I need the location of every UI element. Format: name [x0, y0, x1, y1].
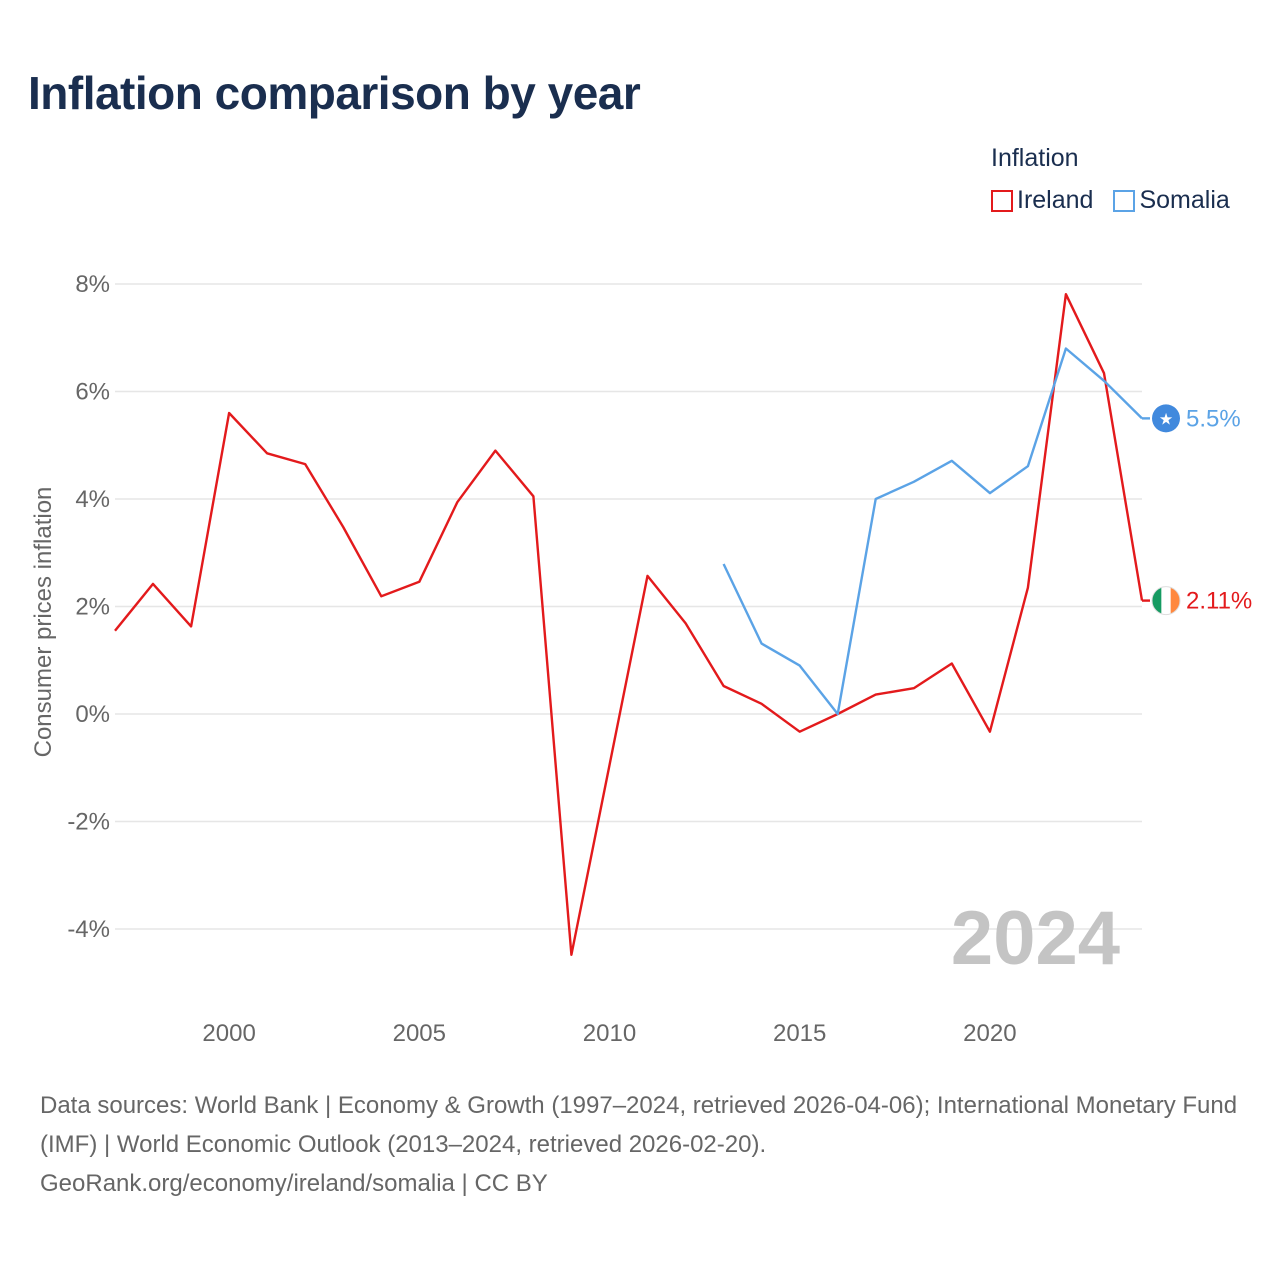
y-tick-label: 4%: [75, 486, 110, 513]
somalia-flag-icon: ★: [1152, 404, 1180, 433]
year-watermark: 2024: [951, 896, 1120, 981]
end-value-label-somalia: 5.5%: [1186, 405, 1241, 432]
end-value-label-ireland: 2.11%: [1186, 588, 1252, 615]
legend-item-ireland[interactable]: Ireland: [991, 186, 1093, 215]
chart-title: Inflation comparison by year: [28, 67, 641, 119]
attribution: GeoRank.org/economy/ireland/somalia | CC…: [40, 1170, 548, 1197]
y-tick-label: -4%: [67, 916, 110, 943]
legend-swatch-somalia: [1113, 189, 1136, 212]
legend-title: Inflation: [991, 144, 1079, 172]
series-line-somalia[interactable]: [722, 347, 1143, 716]
x-tick-label: 2015: [773, 1020, 826, 1047]
y-tick-label: 2%: [75, 594, 110, 621]
series-line-ireland[interactable]: [114, 293, 1144, 956]
x-tick-label: 2010: [583, 1020, 636, 1047]
legend: Ireland Somalia: [991, 186, 1230, 215]
legend-swatch-ireland: [991, 189, 1013, 212]
x-tick-label: 2005: [393, 1020, 446, 1047]
legend-label-somalia: Somalia: [1139, 186, 1230, 214]
legend-label-ireland: Ireland: [1017, 186, 1094, 214]
y-tick-label: -2%: [67, 809, 110, 836]
ireland-flag-icon: [1151, 586, 1181, 616]
data-sources: Data sources: World Bank | Economy & Gro…: [40, 1092, 1238, 1158]
x-tick-label: 2020: [963, 1020, 1016, 1047]
svg-text:★: ★: [1159, 409, 1173, 428]
legend-item-somalia[interactable]: Somalia: [1113, 186, 1230, 215]
line-chart: 8% 6% 4% 2% 0% -2% -4% 2000 2005 2010 2015 2020 20…: [30, 271, 1252, 1047]
y-tick-label: 6%: [75, 379, 110, 406]
y-tick-label: 8%: [75, 271, 110, 298]
footer: Data sources: World Bank | Economy & Gro…: [40, 1086, 1240, 1203]
y-axis-label: Consumer prices inflation: [30, 487, 57, 758]
y-tick-label: 0%: [75, 701, 110, 728]
x-tick-label: 2000: [202, 1020, 255, 1047]
